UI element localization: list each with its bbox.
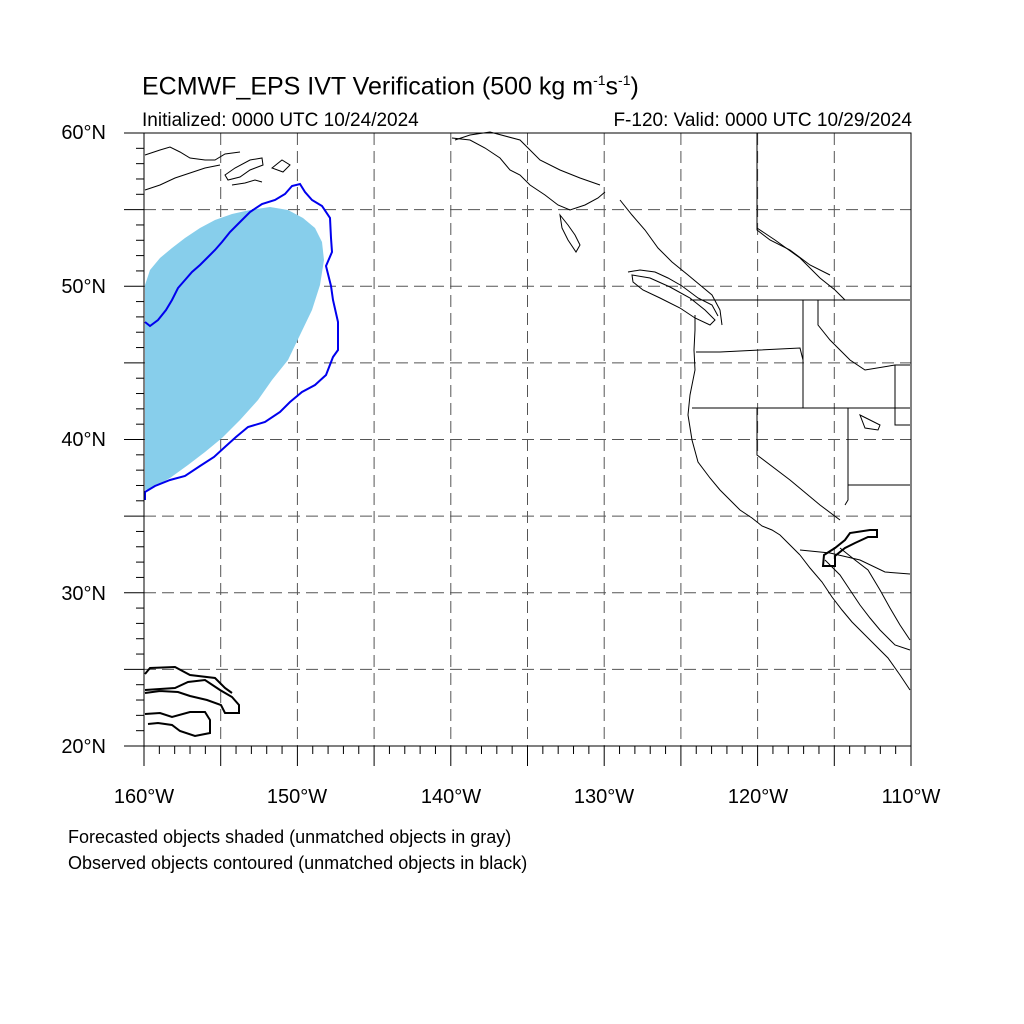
lat-label-40: 40°N bbox=[61, 429, 106, 451]
axis-ticks bbox=[124, 132, 912, 766]
initialized-time: Initialized: 0000 UTC 10/24/2024 bbox=[142, 110, 419, 131]
lon-label-120w: 120°W bbox=[727, 786, 789, 808]
valid-time: F-120: Valid: 0000 UTC 10/29/2024 bbox=[613, 110, 912, 131]
lon-label-130w: 130°W bbox=[573, 786, 635, 808]
forecast-legend-note: Forecasted objects shaded (unmatched obj… bbox=[68, 827, 512, 847]
political-borders bbox=[690, 133, 911, 575]
unmatched-contour-4 bbox=[821, 529, 878, 567]
unmatched-contour-3 bbox=[144, 711, 211, 738]
observed-unmatched-contours bbox=[144, 529, 878, 738]
lat-label-20: 20°N bbox=[61, 736, 106, 758]
lon-label-150w: 150°W bbox=[266, 786, 328, 808]
lat-label-50: 50°N bbox=[61, 276, 106, 298]
forecast-ivt-object bbox=[145, 207, 324, 490]
observed-matched-contour bbox=[144, 182, 339, 500]
lon-label-110w: 110°W bbox=[881, 786, 941, 808]
unmatched-contour-1 bbox=[144, 678, 240, 714]
lat-label-60: 60°N bbox=[61, 122, 106, 144]
coastlines bbox=[144, 131, 911, 691]
plot-frame bbox=[143, 132, 912, 747]
unmatched-contour-2 bbox=[144, 665, 233, 694]
observed-legend-note: Observed objects contoured (unmatched ob… bbox=[68, 853, 528, 873]
chart-title: ECMWF_EPS IVT Verification (500 kg m-1s-… bbox=[142, 72, 639, 101]
lat-label-30: 30°N bbox=[61, 583, 106, 605]
lon-label-160w: 160°W bbox=[113, 786, 175, 808]
lon-label-140w: 140°W bbox=[420, 786, 482, 808]
